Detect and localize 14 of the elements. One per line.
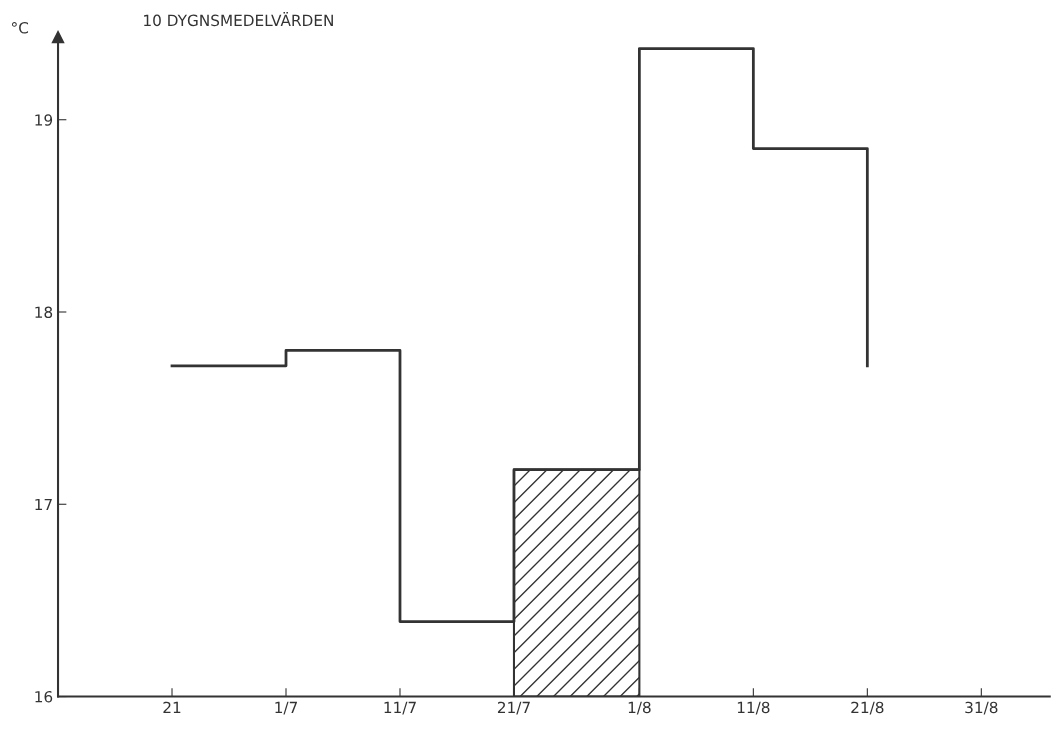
y-tick-label: 19 — [35, 114, 53, 126]
x-tick-label: 21 — [163, 701, 181, 714]
y-tick-label: 17 — [35, 498, 52, 511]
y-tick-label: 16 — [35, 691, 53, 703]
y-tick-label: 18 — [35, 306, 53, 319]
x-tick-label: 1/8 — [628, 701, 651, 715]
x-tick-label: 11/8 — [737, 701, 770, 715]
x-tick-label: 31/8 — [965, 701, 998, 715]
x-tick-label: 1/7 — [275, 701, 297, 715]
y-axis-title: °C — [12, 22, 29, 34]
chart-title: 10 DYGNSMEDELVÄRDEN — [144, 12, 333, 27]
x-tick-label: 11/7 — [384, 701, 416, 715]
x-tick-label: 21/7 — [497, 701, 530, 715]
x-tick-label: 21/8 — [851, 701, 884, 715]
